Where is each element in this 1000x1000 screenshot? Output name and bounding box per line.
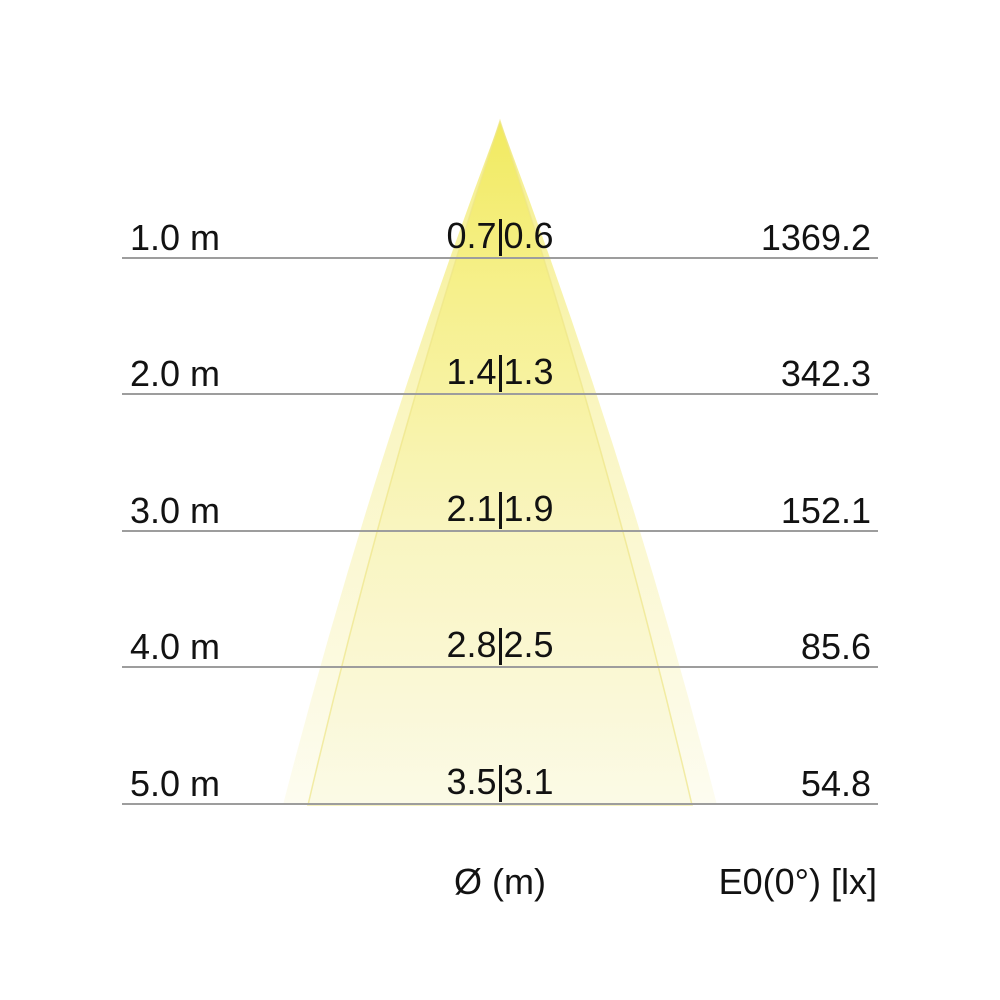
illuminance-column-header: E0(0°) [lx]: [718, 861, 877, 902]
diameter-column-header: Ø (m): [454, 861, 546, 902]
inner-beam-cone: [307, 118, 693, 806]
